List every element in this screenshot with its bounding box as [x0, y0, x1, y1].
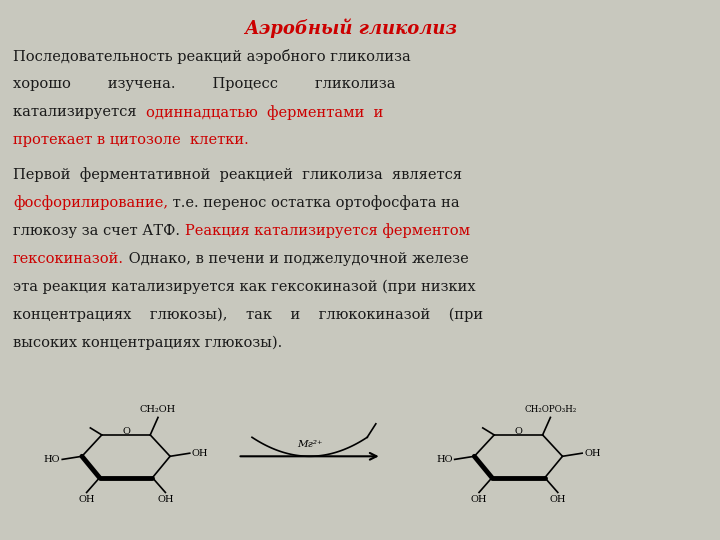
- Text: высоких концентрациях глюкозы).: высоких концентрациях глюкозы).: [13, 336, 282, 350]
- Text: Однако, в печени и поджелудочной железе: Однако, в печени и поджелудочной железе: [124, 252, 469, 266]
- Text: Последовательность реакций аэробного гликолиза: Последовательность реакций аэробного гли…: [13, 49, 410, 64]
- Text: Реакция катализируется ферментом: Реакция катализируется ферментом: [184, 224, 469, 239]
- Text: HO: HO: [436, 455, 453, 464]
- Text: протекает в цитозоле  клетки.: протекает в цитозоле клетки.: [13, 133, 248, 147]
- Text: Mг²⁺: Mг²⁺: [297, 440, 323, 449]
- Text: одиннадцатью  ферментами  и: одиннадцатью ферментами и: [145, 105, 383, 120]
- Text: катализируется: катализируется: [13, 105, 145, 119]
- Text: OH: OH: [157, 495, 174, 504]
- Text: гексокиназой.: гексокиназой.: [13, 252, 124, 266]
- Text: хорошо        изучена.        Процесс        гликолиза: хорошо изучена. Процесс гликолиза: [13, 77, 395, 91]
- Text: CH₂OH: CH₂OH: [140, 406, 176, 414]
- Text: глюкозу за счет АТФ.: глюкозу за счет АТФ.: [13, 224, 184, 238]
- Text: концентрациях    глюкозы),    так    и    глюкокиназой    (при: концентрациях глюкозы), так и глюкокиназ…: [13, 308, 483, 322]
- Text: OH: OH: [549, 495, 566, 504]
- Text: O: O: [122, 427, 130, 436]
- Text: т.е. перенос остатка ортофосфата на: т.е. перенос остатка ортофосфата на: [168, 195, 459, 211]
- Text: HO: HO: [44, 455, 60, 464]
- Text: O: O: [515, 427, 522, 436]
- Text: Аэробный гликолиз: Аэробный гликолиз: [244, 19, 457, 38]
- Text: OH: OH: [471, 495, 487, 504]
- Text: OH: OH: [78, 495, 95, 504]
- Text: CH₂OPO₃H₂: CH₂OPO₃H₂: [524, 406, 577, 414]
- Text: OH: OH: [192, 449, 208, 458]
- Text: Первой  ферментативной  реакцией  гликолиза  является: Первой ферментативной реакцией гликолиза…: [13, 167, 462, 183]
- Text: фосфорилирование,: фосфорилирование,: [13, 195, 168, 211]
- Text: эта реакция катализируется как гексокиназой (при низких: эта реакция катализируется как гексокина…: [13, 280, 476, 294]
- Text: OH: OH: [584, 449, 600, 458]
